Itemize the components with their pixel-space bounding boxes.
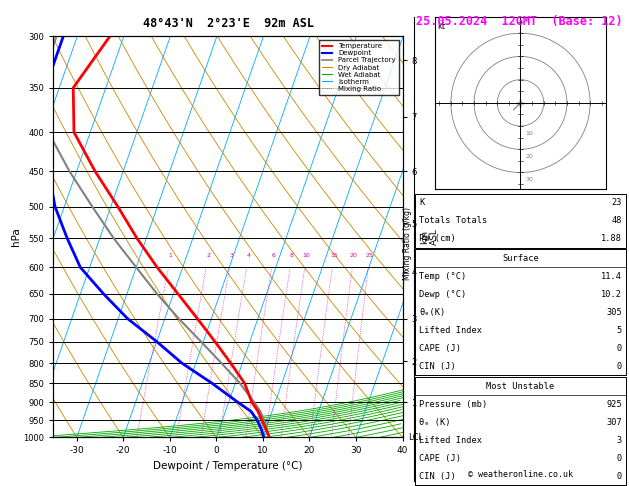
Text: K: K [419,198,424,207]
Text: CAPE (J): CAPE (J) [419,344,461,353]
Text: 2: 2 [206,254,210,259]
Text: kt: kt [437,22,445,31]
Text: 25.05.2024  12GMT  (Base: 12): 25.05.2024 12GMT (Base: 12) [416,15,623,28]
Text: © weatheronline.co.uk: © weatheronline.co.uk [468,469,573,479]
Text: PW (cm): PW (cm) [419,234,455,243]
Text: LCL: LCL [408,433,423,442]
Text: 307: 307 [606,418,622,427]
Text: 25: 25 [366,254,374,259]
Text: 10: 10 [303,254,310,259]
Text: Pressure (mb): Pressure (mb) [419,400,487,409]
Text: CAPE (J): CAPE (J) [419,454,461,463]
Text: Most Unstable: Most Unstable [486,382,555,391]
Text: Lifted Index: Lifted Index [419,326,482,335]
Text: 11.4: 11.4 [601,272,622,281]
Text: Surface: Surface [502,254,539,263]
Text: 1: 1 [169,254,172,259]
Text: 0: 0 [617,344,622,353]
Text: 20: 20 [525,154,533,159]
Text: 30: 30 [525,177,533,182]
Text: 8: 8 [290,254,294,259]
Text: 5: 5 [617,326,622,335]
Legend: Temperature, Dewpoint, Parcel Trajectory, Dry Adiabat, Wet Adiabat, Isotherm, Mi: Temperature, Dewpoint, Parcel Trajectory… [318,40,399,95]
Text: 4: 4 [247,254,250,259]
Text: CIN (J): CIN (J) [419,362,455,371]
Text: 1.88: 1.88 [601,234,622,243]
Text: 6: 6 [272,254,276,259]
Text: θₑ (K): θₑ (K) [419,418,450,427]
Y-axis label: hPa: hPa [11,227,21,246]
Text: 10: 10 [525,131,533,136]
Text: 925: 925 [606,400,622,409]
Text: 10.2: 10.2 [601,290,622,299]
Text: 305: 305 [606,308,622,317]
Y-axis label: km
ASL: km ASL [420,228,439,245]
Text: 20: 20 [350,254,358,259]
Text: 48°43'N  2°23'E  92m ASL: 48°43'N 2°23'E 92m ASL [143,17,313,30]
Text: Temp (°C): Temp (°C) [419,272,466,281]
Text: 3: 3 [230,254,233,259]
Text: Totals Totals: Totals Totals [419,216,487,225]
Text: 48: 48 [611,216,622,225]
Text: 0: 0 [617,472,622,481]
X-axis label: Dewpoint / Temperature (°C): Dewpoint / Temperature (°C) [153,461,303,471]
Text: 3: 3 [617,436,622,445]
Text: 0: 0 [617,454,622,463]
Text: 0: 0 [617,362,622,371]
Text: Lifted Index: Lifted Index [419,436,482,445]
Text: CIN (J): CIN (J) [419,472,455,481]
Text: Mixing Ratio (g/kg): Mixing Ratio (g/kg) [403,207,412,279]
Text: 23: 23 [611,198,622,207]
Text: θₑ(K): θₑ(K) [419,308,445,317]
Text: 15: 15 [330,254,338,259]
Text: Dewp (°C): Dewp (°C) [419,290,466,299]
